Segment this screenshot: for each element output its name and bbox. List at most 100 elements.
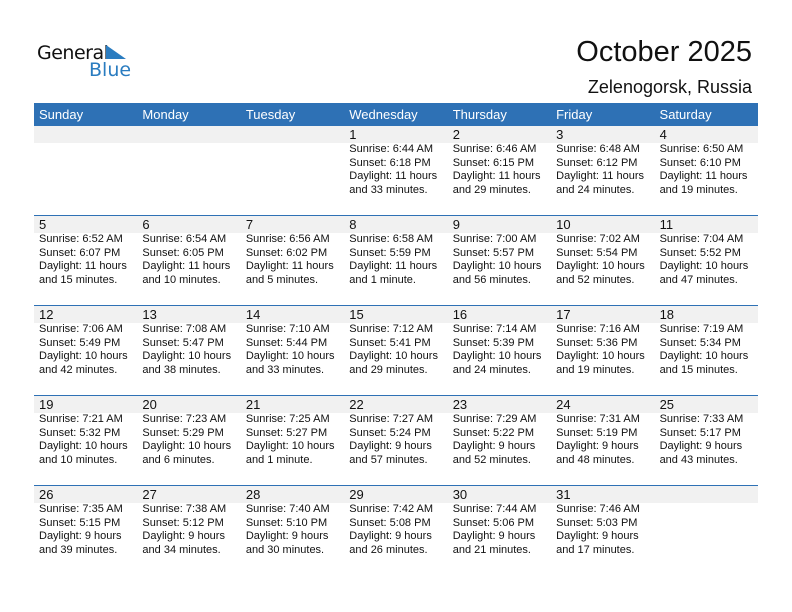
logo-triangle-icon	[106, 45, 126, 59]
sunset-text: Sunset: 5:15 PM	[39, 516, 121, 529]
day-cell: 19 Sunrise: 7:21 AM Sunset: 5:32 PM Dayligh…	[34, 396, 137, 486]
daylight-minutes-text: and 17 minutes.	[556, 543, 635, 556]
daylight-text: Daylight: 11 hours	[659, 170, 748, 182]
daylight-minutes-text: and 38 minutes.	[142, 363, 221, 376]
day-number: 2	[452, 127, 460, 142]
daylight-minutes-text: and 26 minutes.	[349, 543, 428, 556]
weekday-friday: Friday	[556, 107, 593, 122]
sunset-text: Sunset: 5:06 PM	[452, 516, 535, 529]
sunrise-text: Sunrise: 6:52 AM	[39, 233, 123, 245]
daylight-text: Daylight: 10 hours	[245, 350, 335, 362]
sunrise-text: Sunrise: 6:50 AM	[659, 143, 744, 155]
sunset-text: Sunset: 5:44 PM	[245, 336, 328, 349]
day-number: 22	[349, 397, 364, 412]
sunset-text: Sunset: 5:54 PM	[556, 246, 638, 259]
day-cell: 9 Sunrise: 7:00 AM Sunset: 5:57 PM Daylight…	[448, 216, 551, 306]
daylight-minutes-text: and 19 minutes.	[556, 363, 635, 376]
day-cell: 26 Sunrise: 7:35 AM Sunset: 5:15 PM Dayligh…	[34, 486, 137, 576]
daylight-minutes-text: and 33 minutes.	[349, 183, 428, 196]
sunrise-text: Sunrise: 7:06 AM	[39, 323, 123, 335]
daylight-minutes-text: and 10 minutes.	[39, 453, 118, 466]
week-row: 19 Sunrise: 7:21 AM Sunset: 5:32 PM Dayligh…	[34, 395, 758, 486]
daylight-text: Daylight: 10 hours	[452, 350, 542, 362]
sunset-text: Sunset: 5:39 PM	[452, 336, 535, 349]
daylight-minutes-text: and 5 minutes.	[245, 273, 318, 286]
day-cell: 20 Sunrise: 7:23 AM Sunset: 5:29 PM Dayligh…	[137, 396, 240, 486]
day-number: 23	[452, 397, 468, 412]
daylight-text: Daylight: 10 hours	[39, 440, 128, 452]
sunset-text: Sunset: 5:49 PM	[39, 336, 121, 349]
daylight-minutes-text: and 19 minutes.	[659, 183, 738, 196]
daylight-text: Daylight: 9 hours	[556, 530, 639, 542]
sunrise-text: Sunrise: 7:25 AM	[245, 413, 330, 425]
day-number: 17	[556, 307, 571, 322]
sunset-text: Sunset: 6:18 PM	[349, 156, 431, 169]
day-number: 21	[245, 397, 261, 412]
day-number: 15	[349, 307, 364, 322]
daylight-text: Daylight: 11 hours	[349, 260, 438, 272]
day-cell: 4 Sunrise: 6:50 AM Sunset: 6:10 PM Daylight…	[655, 126, 758, 216]
day-number: 1	[349, 127, 357, 142]
logo-text-general: General	[37, 42, 109, 64]
day-cell: 25 Sunrise: 7:33 AM Sunset: 5:17 PM Dayligh…	[655, 396, 758, 486]
daylight-text: Daylight: 10 hours	[142, 440, 232, 452]
week-row: 12 Sunrise: 7:06 AM Sunset: 5:49 PM Dayligh…	[34, 305, 758, 396]
daylight-minutes-text: and 39 minutes.	[39, 543, 118, 556]
day-number: 27	[142, 487, 157, 502]
sunset-text: Sunset: 5:24 PM	[349, 426, 431, 439]
sunrise-text: Sunrise: 7:12 AM	[349, 323, 434, 335]
sunset-text: Sunset: 6:02 PM	[245, 246, 328, 259]
weekday-tuesday: Tuesday	[245, 107, 296, 122]
day-cell: 31 Sunrise: 7:46 AM Sunset: 5:03 PM Dayligh…	[551, 486, 654, 576]
sunset-text: Sunset: 5:10 PM	[245, 516, 328, 529]
sunrise-text: Sunrise: 7:04 AM	[659, 233, 744, 245]
sunrise-text: Sunrise: 7:16 AM	[556, 323, 640, 335]
date-band	[34, 306, 758, 323]
day-number: 26	[39, 487, 54, 502]
day-number: 7	[245, 217, 254, 232]
sunrise-text: Sunrise: 6:44 AM	[349, 143, 434, 155]
date-band	[34, 126, 758, 143]
daylight-text: Daylight: 10 hours	[659, 260, 749, 272]
daylight-text: Daylight: 9 hours	[245, 530, 329, 542]
sunrise-text: Sunrise: 7:19 AM	[659, 323, 744, 335]
daylight-minutes-text: and 21 minutes.	[452, 543, 531, 556]
daylight-text: Daylight: 10 hours	[556, 260, 645, 272]
sunrise-text: Sunrise: 7:21 AM	[39, 413, 123, 425]
sunrise-text: Sunrise: 7:44 AM	[452, 503, 537, 515]
week-row: 1 Sunrise: 6:44 AM Sunset: 6:18 PM Daylight…	[34, 126, 758, 216]
sunrise-text: Sunrise: 7:23 AM	[142, 413, 227, 425]
sunset-text: Sunset: 6:07 PM	[39, 246, 121, 259]
day-cell: 18 Sunrise: 7:19 AM Sunset: 5:34 PM Dayligh…	[655, 306, 758, 396]
day-number: 12	[39, 307, 54, 322]
day-number: 9	[452, 217, 460, 232]
day-cell: 11 Sunrise: 7:04 AM Sunset: 5:52 PM Dayligh…	[655, 216, 758, 306]
sunset-text: Sunset: 5:52 PM	[659, 246, 741, 259]
daylight-text: Daylight: 10 hours	[245, 440, 335, 452]
sunrise-text: Sunrise: 7:14 AM	[452, 323, 537, 335]
daylight-minutes-text: and 24 minutes.	[452, 363, 531, 376]
sunset-text: Sunset: 5:36 PM	[556, 336, 638, 349]
day-cell: 30 Sunrise: 7:44 AM Sunset: 5:06 PM Dayligh…	[448, 486, 551, 576]
daylight-text: Daylight: 9 hours	[39, 530, 122, 542]
logo-text-blue: Blue	[89, 59, 132, 81]
daylight-minutes-text: and 34 minutes.	[142, 543, 221, 556]
daylight-text: Daylight: 11 hours	[39, 260, 127, 272]
day-cell: 10 Sunrise: 7:02 AM Sunset: 5:54 PM Dayligh…	[551, 216, 654, 306]
daylight-text: Daylight: 10 hours	[39, 350, 128, 362]
daylight-minutes-text: and 43 minutes.	[659, 453, 738, 466]
sunset-text: Sunset: 5:17 PM	[659, 426, 741, 439]
sunrise-text: Sunrise: 6:46 AM	[452, 143, 537, 155]
day-cell: 13 Sunrise: 7:08 AM Sunset: 5:47 PM Dayligh…	[137, 306, 240, 396]
daylight-minutes-text: and 6 minutes.	[142, 453, 215, 466]
day-number: 30	[452, 487, 468, 502]
daylight-text: Daylight: 9 hours	[349, 530, 432, 542]
date-band	[34, 216, 758, 233]
sunset-text: Sunset: 6:15 PM	[452, 156, 535, 169]
sunset-text: Sunset: 5:22 PM	[452, 426, 535, 439]
daylight-minutes-text: and 1 minute.	[349, 273, 416, 286]
sunrise-text: Sunrise: 6:54 AM	[142, 233, 227, 245]
daylight-text: Daylight: 11 hours	[452, 170, 541, 182]
day-cell: 23 Sunrise: 7:29 AM Sunset: 5:22 PM Dayligh…	[448, 396, 551, 486]
